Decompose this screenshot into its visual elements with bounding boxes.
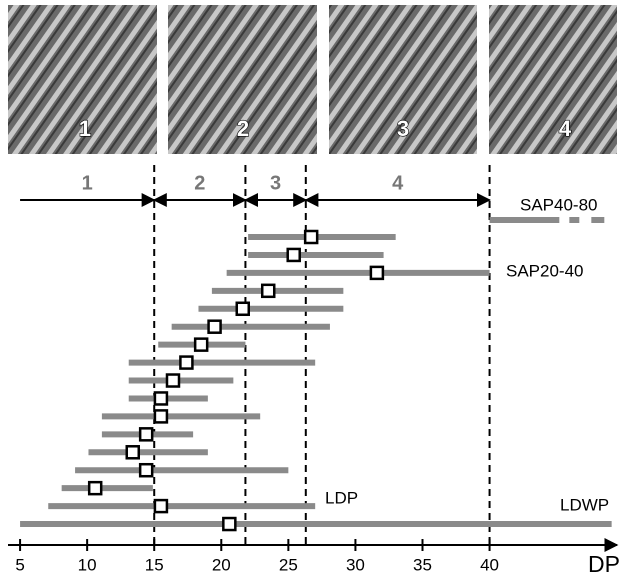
median-marker [165, 373, 181, 388]
sem-image [168, 5, 317, 154]
region-label: 1 [82, 172, 93, 194]
median-marker [153, 409, 169, 424]
x-tick-label: 25 [279, 555, 298, 574]
annotation: SAP40-80 [520, 195, 598, 214]
annotation: LDWP [560, 495, 609, 514]
median-marker [235, 301, 250, 317]
median-marker [286, 247, 301, 263]
x-tick-label: 5 [15, 555, 24, 574]
x-tick-label: 20 [212, 555, 231, 574]
image-label: 3 [397, 116, 409, 141]
images: 1 2 3 4 [8, 5, 617, 154]
image-label: 1 [79, 116, 91, 141]
median-marker [179, 355, 194, 370]
region-label: 4 [392, 172, 404, 194]
region-label: 2 [194, 172, 205, 194]
sem-image [329, 5, 477, 154]
x-tick-label: 35 [413, 555, 432, 574]
median-marker [193, 337, 209, 352]
annotation: LDP [325, 488, 358, 507]
x-tick-label: 10 [78, 555, 97, 574]
median-marker [138, 462, 154, 478]
median-marker [260, 283, 276, 299]
median-marker [303, 229, 319, 245]
median-marker [87, 480, 103, 496]
x-tick-label: 30 [346, 555, 365, 574]
image-label: 4 [559, 116, 572, 141]
sem-image [8, 5, 157, 154]
x-axis-label: DP [588, 551, 620, 577]
x-tick-label: 40 [480, 555, 499, 574]
sem-image [489, 5, 617, 154]
image-label: 2 [237, 116, 249, 141]
region-label: 3 [270, 172, 281, 194]
median-marker [138, 427, 154, 442]
median-marker [125, 445, 141, 460]
x-tick-label: 15 [145, 555, 164, 574]
median-marker [369, 265, 385, 281]
median-marker [153, 498, 169, 514]
annotation: SAP20-40 [506, 261, 584, 280]
median-marker [153, 391, 169, 406]
median-marker [222, 516, 237, 532]
median-marker [207, 319, 222, 334]
